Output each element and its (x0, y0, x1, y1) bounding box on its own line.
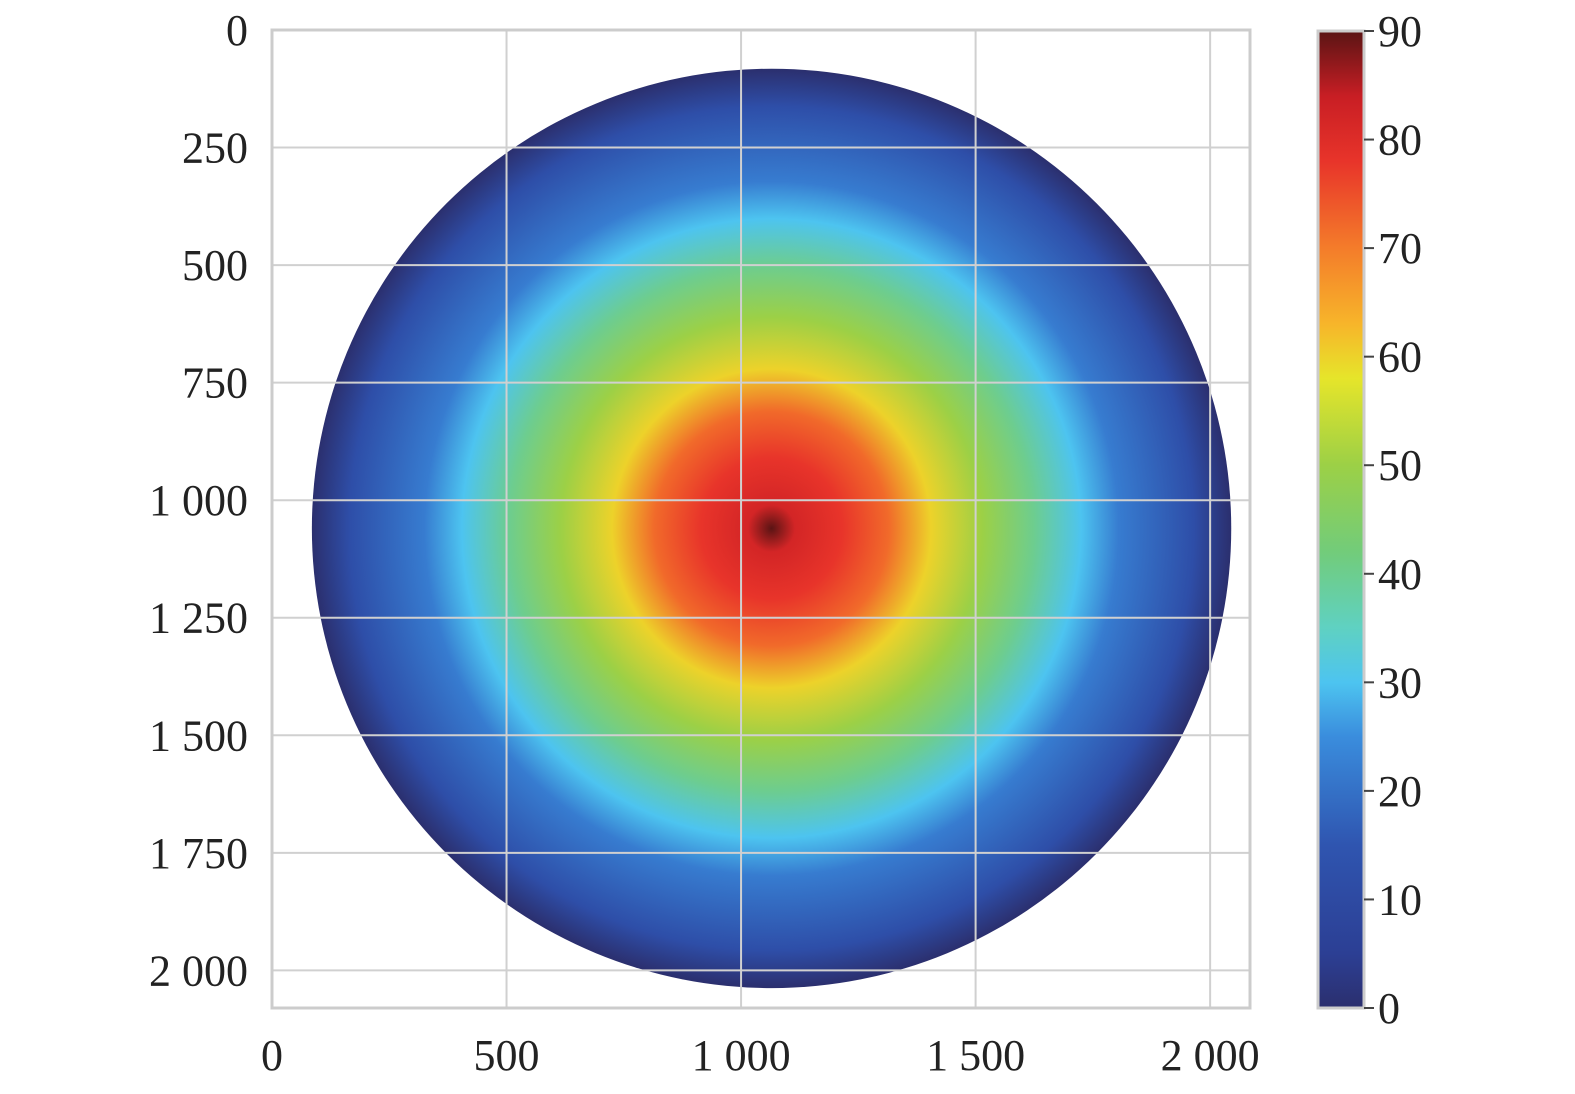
colorbar-tick-label-70: 70 (1378, 224, 1422, 273)
colorbar-rect (1316, 29, 1366, 1010)
y-tick-label-750: 750 (182, 359, 248, 408)
colorbar-tick-label-90: 90 (1378, 7, 1422, 56)
x-axis: 0 500 1 000 1 500 2 000 (261, 1031, 1260, 1080)
plot-frame (270, 28, 1252, 1010)
x-tick-label-500: 500 (474, 1031, 540, 1080)
heat-disk (311, 68, 1232, 989)
grid-lines (272, 30, 1250, 1008)
colorbar-tick-label-10: 10 (1378, 875, 1422, 924)
y-tick-label-500: 500 (182, 241, 248, 290)
y-tick-label-0: 0 (226, 6, 248, 55)
colorbar-tick-label-60: 60 (1378, 333, 1422, 382)
colorbar-tick-label-80: 80 (1378, 116, 1422, 165)
y-tick-label-2000: 2 000 (149, 946, 248, 995)
x-tick-label-0: 0 (261, 1031, 283, 1080)
y-tick-label-1500: 1 500 (149, 711, 248, 760)
x-tick-label-2000: 2 000 (1161, 1031, 1260, 1080)
colorbar-tick-label-30: 30 (1378, 658, 1422, 707)
colorbar-ticks: 0 10 20 30 40 50 60 70 80 90 (1364, 7, 1422, 1033)
colorbar-tick-label-20: 20 (1378, 767, 1422, 816)
y-tick-label-250: 250 (182, 124, 248, 173)
y-axis: 0 250 500 750 1 000 1 250 1 500 1 750 2 000 (149, 6, 248, 995)
y-tick-label-1000: 1 000 (149, 476, 248, 525)
x-tick-label-1500: 1 500 (926, 1031, 1025, 1080)
colorbar-tick-label-0: 0 (1378, 984, 1400, 1033)
colorbar-tick-label-50: 50 (1378, 441, 1422, 490)
colorbar: 0 10 20 30 40 50 60 70 80 90 (1316, 7, 1422, 1033)
plot-area (270, 28, 1252, 1010)
y-tick-label-1750: 1 750 (149, 829, 248, 878)
colorbar-tick-label-40: 40 (1378, 550, 1422, 599)
y-tick-label-1250: 1 250 (149, 594, 248, 643)
x-tick-label-1000: 1 000 (692, 1031, 791, 1080)
